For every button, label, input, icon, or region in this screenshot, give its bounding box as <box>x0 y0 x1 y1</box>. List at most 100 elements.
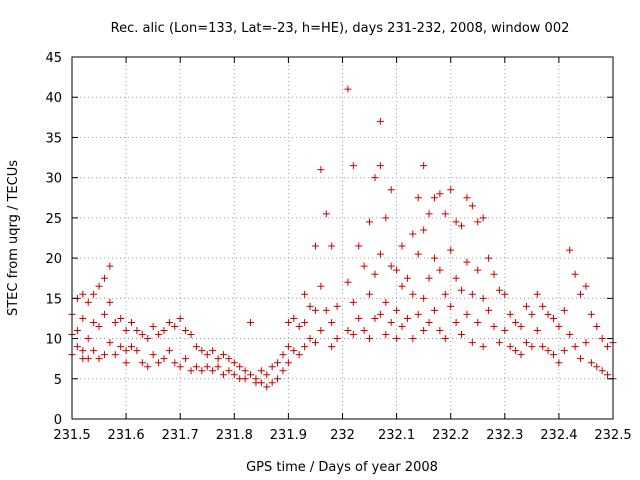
data-point <box>539 302 547 310</box>
data-point <box>355 242 363 250</box>
data-point <box>398 322 406 330</box>
x-tick-label: 231.5 <box>53 428 90 443</box>
y-tick-labels: 0 5 10 15 20 25 30 35 40 45 <box>45 51 62 428</box>
data-point <box>458 286 466 294</box>
data-point <box>366 218 374 226</box>
data-point <box>501 327 509 335</box>
data-point <box>171 322 179 330</box>
data-point <box>117 343 125 351</box>
data-points <box>68 85 617 391</box>
data-point <box>322 210 330 218</box>
data-point <box>209 367 217 375</box>
data-point <box>506 310 514 318</box>
y-tick-label: 45 <box>45 51 62 66</box>
x-tick-label: 232.2 <box>432 428 469 443</box>
data-point <box>382 214 390 222</box>
data-point <box>279 367 287 375</box>
data-point <box>122 359 130 367</box>
data-point <box>128 318 136 326</box>
data-point <box>155 359 163 367</box>
data-point <box>301 343 309 351</box>
data-point <box>241 375 249 383</box>
data-point <box>560 347 568 355</box>
data-point <box>393 306 401 314</box>
x-tick-label: 232.3 <box>486 428 523 443</box>
data-point <box>306 335 314 343</box>
data-point <box>549 314 557 322</box>
data-point <box>463 258 471 266</box>
data-point <box>463 194 471 202</box>
data-point <box>447 302 455 310</box>
data-point <box>398 282 406 290</box>
data-point <box>301 290 309 298</box>
data-point <box>349 331 357 339</box>
axis-ticks <box>71 56 614 420</box>
data-point <box>257 379 265 387</box>
data-point <box>219 351 227 359</box>
data-point <box>187 367 195 375</box>
data-point <box>420 226 428 234</box>
data-point <box>279 351 287 359</box>
data-point <box>403 314 411 322</box>
data-point <box>409 290 417 298</box>
data-point <box>360 327 368 335</box>
data-point <box>176 314 184 322</box>
data-point <box>247 318 255 326</box>
data-point <box>344 327 352 335</box>
data-point <box>382 298 390 306</box>
data-point <box>230 359 238 367</box>
data-point <box>366 290 374 298</box>
data-point <box>128 343 136 351</box>
data-point <box>409 335 417 343</box>
data-point <box>512 318 520 326</box>
data-point <box>317 282 325 290</box>
grid-lines <box>72 57 613 419</box>
data-point <box>393 335 401 343</box>
data-point <box>214 355 222 363</box>
data-point <box>95 322 103 330</box>
data-point <box>436 327 444 335</box>
data-point <box>106 298 114 306</box>
data-point <box>203 351 211 359</box>
data-point <box>333 302 341 310</box>
data-point <box>495 339 503 347</box>
data-point <box>414 194 422 202</box>
data-point <box>149 351 157 359</box>
y-axis-label: STEC from uqrg / TECUs <box>6 160 21 316</box>
data-point <box>436 190 444 198</box>
data-point <box>274 359 282 367</box>
data-point <box>430 194 438 202</box>
data-point <box>100 351 108 359</box>
data-point <box>593 363 601 371</box>
data-point <box>236 363 244 371</box>
data-point <box>106 262 114 270</box>
data-point <box>290 347 298 355</box>
x-axis-label: GPS time / Days of year 2008 <box>246 460 438 475</box>
y-tick-label: 10 <box>45 333 62 348</box>
data-point <box>420 294 428 302</box>
data-point <box>176 363 184 371</box>
data-point <box>263 371 271 379</box>
data-point <box>403 274 411 282</box>
data-point <box>522 302 530 310</box>
data-point <box>73 327 81 335</box>
x-tick-label: 231.7 <box>162 428 199 443</box>
data-point <box>587 359 595 367</box>
x-tick-label: 232.4 <box>540 428 577 443</box>
data-point <box>468 202 476 210</box>
data-point <box>474 218 482 226</box>
data-point <box>317 327 325 335</box>
data-point <box>560 306 568 314</box>
data-point <box>241 367 249 375</box>
data-point <box>463 310 471 318</box>
data-point <box>144 335 152 343</box>
data-point <box>219 371 227 379</box>
data-point <box>425 274 433 282</box>
data-point <box>522 339 530 347</box>
data-point <box>474 318 482 326</box>
data-point <box>360 262 368 270</box>
data-point <box>284 318 292 326</box>
data-point <box>203 363 211 371</box>
data-point <box>598 335 606 343</box>
